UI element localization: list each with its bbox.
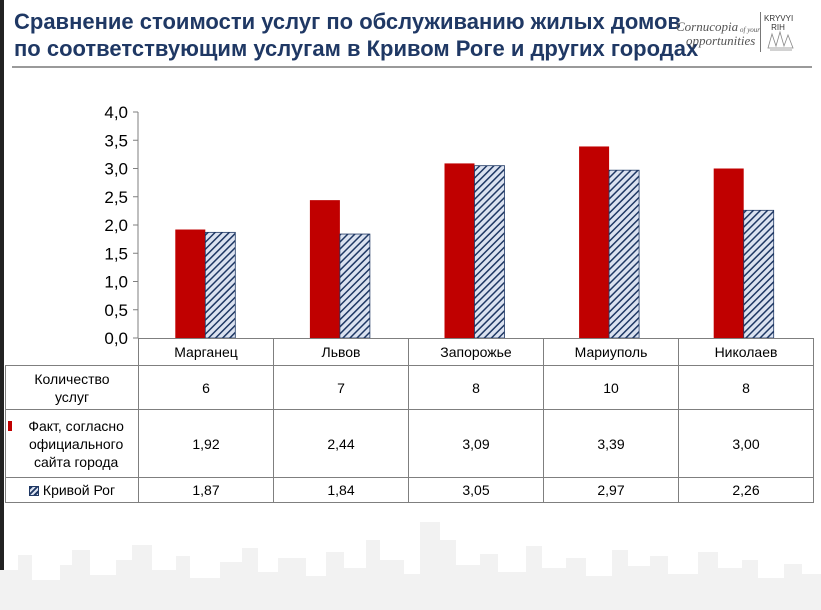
y-tick-label: 1,0 xyxy=(104,273,128,292)
y-tick-label: 2,5 xyxy=(104,188,128,207)
logo-divider xyxy=(760,12,761,52)
bar-fact xyxy=(579,146,610,338)
bars xyxy=(175,146,775,339)
category-label-mykolaiv: Николаев xyxy=(678,338,814,366)
table-corner xyxy=(5,338,139,366)
bar-fact xyxy=(713,168,744,338)
category-label-zaporizhzhia: Запорожье xyxy=(408,338,544,366)
bar-chart: 0,00,51,01,52,02,53,03,54,0 xyxy=(104,103,775,348)
logo-city-line-1: KRYVYI xyxy=(764,14,794,23)
y-tick-label: 1,5 xyxy=(104,244,128,263)
city-skyline-background xyxy=(0,522,821,610)
kr-value-cell: 1,84 xyxy=(273,477,409,503)
fact-value-cell: 2,44 xyxy=(273,409,409,478)
logo-city-name: KRYVYI RIH xyxy=(764,14,794,32)
fact-row-label: Факт, согласно официального сайта города xyxy=(5,409,139,478)
y-tick-label: 2,0 xyxy=(104,216,128,235)
slide-title: Сравнение стоимости услуг по обслуживани… xyxy=(14,8,699,62)
y-tick-label: 0,5 xyxy=(104,301,128,320)
bar-kryvyi-rih xyxy=(474,165,505,339)
y-axis: 0,00,51,01,52,02,53,03,54,0 xyxy=(104,103,139,348)
category-label-lviv: Львов xyxy=(273,338,409,366)
count-label-line-1: Количество xyxy=(34,370,110,387)
logo-word-cornucopia: Cornucopia xyxy=(676,19,739,34)
title-line-1: Сравнение стоимости услуг по обслуживани… xyxy=(14,9,681,34)
table-row: Факт, согласно официального сайта города… xyxy=(5,409,814,478)
kr-value-cell: 2,97 xyxy=(543,477,679,503)
table-row: Кривой Рог 1,87 1,84 3,05 2,97 2,26 xyxy=(5,477,814,503)
kr-value-cell: 3,05 xyxy=(408,477,544,503)
bar-fact xyxy=(309,200,340,338)
count-cell: 8 xyxy=(678,365,814,410)
y-tick-label: 3,0 xyxy=(104,160,128,179)
y-tick-label: 3,5 xyxy=(104,131,128,150)
bar-fact xyxy=(444,163,475,338)
logo-word-opportunities: opportunities xyxy=(686,33,756,48)
count-cell: 7 xyxy=(273,365,409,410)
kr-label-text: Кривой Рог xyxy=(42,482,116,498)
bar-kryvyi-rih xyxy=(743,209,775,339)
count-label-line-2: услуг xyxy=(54,388,90,405)
kr-value-cell: 1,87 xyxy=(138,477,274,503)
count-row-label: Количество услуг xyxy=(5,365,139,410)
bar-kryvyi-rih xyxy=(608,169,640,339)
y-tick-label: 4,0 xyxy=(104,103,128,122)
fact-value-cell: 3,00 xyxy=(678,409,814,478)
kr-value-cell: 2,26 xyxy=(678,477,814,503)
fact-value-cell: 3,09 xyxy=(408,409,544,478)
legend-key-kryvyi-rih xyxy=(28,486,39,497)
kr-row-label: Кривой Рог xyxy=(5,477,139,503)
category-label-marganets: Марганец xyxy=(138,338,274,366)
data-table: Марганец Львов Запорожье Мариуполь Никол… xyxy=(5,338,814,503)
slide-left-edge xyxy=(0,0,4,610)
logo-city-line-2: RIH xyxy=(771,23,785,32)
fact-label-text: Факт, согласно официального сайта города xyxy=(28,417,124,470)
fact-value-cell: 1,92 xyxy=(138,409,274,478)
seal-icon xyxy=(767,30,794,51)
logo-word-of-your: of your xyxy=(740,26,761,34)
bar-kryvyi-rih xyxy=(204,231,236,339)
category-label-mariupol: Мариуполь xyxy=(543,338,679,366)
count-cell: 6 xyxy=(138,365,274,410)
title-divider xyxy=(12,66,812,68)
title-line-2: по соответствующим услугам в Кривом Роге… xyxy=(14,36,699,61)
cornucopia-logo: Cornucopia of your opportunities KRYVYI … xyxy=(676,10,816,56)
legend-key-fact xyxy=(8,420,13,431)
table-header-row: Марганец Львов Запорожье Мариуполь Никол… xyxy=(5,338,814,366)
bar-fact xyxy=(175,229,206,338)
table-row: Количество услуг 6 7 8 10 8 xyxy=(5,365,814,410)
fact-value-cell: 3,39 xyxy=(543,409,679,478)
bar-kryvyi-rih xyxy=(339,233,371,339)
count-cell: 10 xyxy=(543,365,679,410)
count-cell: 8 xyxy=(408,365,544,410)
